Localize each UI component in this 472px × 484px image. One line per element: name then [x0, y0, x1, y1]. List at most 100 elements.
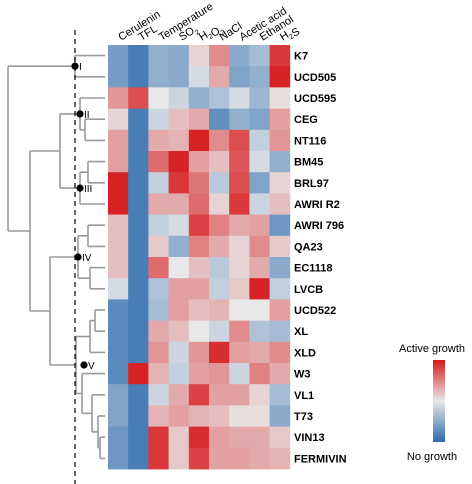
heatmap-cell [269, 214, 291, 237]
heatmap-cell [229, 299, 250, 321]
row-label: AWRI R2 [294, 199, 340, 211]
heatmap-cell [249, 172, 270, 194]
heatmap-cell [148, 235, 169, 258]
heatmap-cell [168, 66, 190, 88]
heatmap-cell [148, 341, 169, 364]
heatmap-cell [168, 45, 190, 67]
heatmap-cell [269, 384, 291, 406]
heatmap-cell [249, 384, 270, 406]
heatmap-cell [249, 151, 270, 173]
heatmap-cell [229, 447, 250, 470]
row-label: VIN13 [294, 432, 325, 444]
heatmap-cell [108, 172, 129, 194]
heatmap-cell [148, 363, 169, 385]
heatmap-cell [229, 320, 250, 343]
heatmap-cell [148, 151, 169, 173]
heatmap-cell [188, 384, 210, 406]
heatmap-cell [269, 405, 291, 427]
heatmap-cell [229, 405, 250, 427]
heatmap-cell [209, 363, 230, 385]
heatmap-cell [108, 214, 129, 237]
heatmap-cell [128, 320, 149, 343]
heatmap-cell [148, 426, 169, 449]
heatmap-cell [168, 341, 190, 364]
heatmap-cell [229, 108, 250, 131]
row-label: XL [294, 326, 308, 338]
heatmap-cell [148, 172, 169, 194]
heatmap-cell [108, 341, 129, 364]
cluster-node [74, 253, 82, 261]
heatmap-cell [108, 193, 129, 215]
heatmap-cell [128, 151, 149, 173]
heatmap-cell [108, 405, 129, 427]
heatmap-cell [108, 447, 129, 470]
heatmap-cell [108, 45, 129, 67]
heatmap-cell [108, 426, 129, 449]
heatmap-cell [168, 278, 190, 300]
heatmap-cell [229, 384, 250, 406]
heatmap-cell [128, 235, 149, 258]
heatmap-cell [229, 363, 250, 385]
cluster-label: IV [82, 253, 92, 264]
heatmap-cell [108, 299, 129, 321]
heatmap-cell [209, 235, 230, 258]
heatmap-cell [108, 66, 129, 88]
heatmap-cell [168, 299, 190, 321]
heatmap-cell [209, 172, 230, 194]
heatmap-cell [249, 193, 270, 215]
legend-low-label: No growth [407, 451, 457, 463]
heatmap-cell [229, 129, 250, 152]
heatmap-cell [188, 341, 210, 364]
heatmap-cell [229, 172, 250, 194]
column-labels: CeruleninTFLTemperatureSO2H2O2NaClAcetic… [116, 1, 302, 44]
heatmap-cell [128, 87, 149, 109]
heatmap-cell [148, 45, 169, 67]
row-label: NT116 [294, 135, 326, 147]
heatmap-cell [188, 66, 210, 88]
heatmap-cell [209, 299, 230, 321]
heatmap-cell [229, 193, 250, 215]
cluster-label: V [88, 361, 95, 372]
heatmap-cell [229, 341, 250, 364]
heatmap-cell [269, 193, 291, 215]
heatmap-cell [209, 45, 230, 67]
heatmap-cell [209, 447, 230, 470]
heatmap-cell [188, 87, 210, 109]
heatmap-cell [128, 66, 149, 88]
heatmap-cell [148, 447, 169, 470]
heatmap-cell [128, 447, 149, 470]
heatmap-cell [168, 151, 190, 173]
heatmap-cell [128, 384, 149, 406]
heatmap-cell [188, 320, 210, 343]
heatmap-cell [148, 257, 169, 279]
cluster-node [76, 184, 84, 192]
row-label: XLD [294, 347, 316, 359]
heatmap-cell [209, 320, 230, 343]
row-label: T73 [294, 411, 313, 423]
heatmap-cell [128, 214, 149, 237]
cluster-label: II [84, 110, 90, 121]
cluster-label: I [79, 62, 82, 73]
heatmap-cell [249, 447, 270, 470]
heatmap-cell [249, 363, 270, 385]
heatmap-cell [168, 384, 190, 406]
heatmap-cell [128, 129, 149, 152]
heatmap-cell [128, 405, 149, 427]
row-label: AWRI 796 [294, 220, 344, 232]
heatmap-cell [168, 108, 190, 131]
row-label: FERMIVIN [294, 453, 347, 465]
row-label: LVCB [294, 284, 323, 296]
heatmap-cell [269, 235, 291, 258]
row-label: EC1118 [294, 263, 333, 275]
heatmap-cell [269, 45, 291, 67]
row-label: BRL97 [294, 178, 329, 190]
heatmap-cell [269, 447, 291, 470]
heatmap-cell [188, 278, 210, 300]
heatmap-cell [168, 257, 190, 279]
color-legend: Active growth No growth [399, 343, 465, 463]
heatmap-cell [229, 87, 250, 109]
heatmap-cell [249, 66, 270, 88]
heatmap-cell [209, 108, 230, 131]
heatmap-cell [148, 66, 169, 88]
